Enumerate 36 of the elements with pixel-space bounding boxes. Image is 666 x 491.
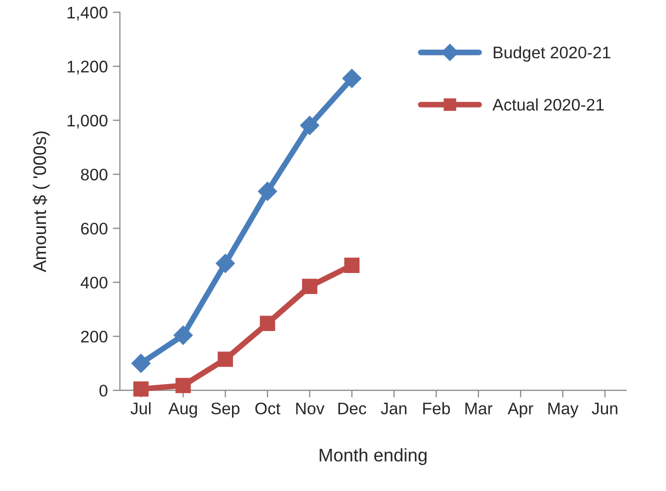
point bbox=[218, 352, 233, 367]
legend-label: Actual 2020-21 bbox=[492, 98, 604, 111]
x-tick-label: Feb bbox=[423, 402, 450, 414]
x-tick-label: Jan bbox=[380, 402, 406, 414]
x-tick-label: Jul bbox=[130, 402, 151, 414]
point bbox=[302, 278, 318, 294]
point bbox=[131, 354, 151, 373]
x-tick-label: Aug bbox=[168, 402, 197, 418]
point bbox=[174, 326, 193, 345]
x-tick-label: May bbox=[548, 402, 578, 418]
x-axis-title: Month ending bbox=[320, 448, 427, 466]
y-axis-title: Amount $ ( '000s) bbox=[32, 131, 50, 272]
y-tick-label: 1,200 bbox=[68, 60, 108, 74]
y-tick-label: 1,400 bbox=[68, 6, 108, 20]
legend-label: Budget 2020-21 bbox=[494, 46, 610, 62]
point bbox=[300, 116, 320, 135]
y-tick-label: 800 bbox=[80, 168, 108, 181]
x-tick-label: Sep bbox=[211, 402, 240, 418]
y-tick-label: 1,000 bbox=[68, 114, 108, 128]
point bbox=[216, 254, 235, 273]
point bbox=[342, 68, 362, 88]
point bbox=[258, 182, 278, 201]
x-tick-label: Oct bbox=[255, 402, 280, 414]
y-tick-label: 200 bbox=[81, 330, 108, 343]
x-tick-label: Nov bbox=[296, 402, 324, 414]
point bbox=[176, 378, 191, 394]
x-tick-label: Apr bbox=[508, 402, 534, 418]
y-tick-label: 600 bbox=[81, 222, 108, 235]
point bbox=[344, 258, 360, 273]
y-tick-label: 400 bbox=[80, 276, 108, 289]
y-tick-label: 0 bbox=[99, 384, 108, 397]
point bbox=[260, 316, 276, 332]
x-tick-label: Jun bbox=[592, 402, 618, 414]
x-tick-label: Dec bbox=[338, 402, 366, 414]
x-tick-label: Mar bbox=[465, 402, 492, 414]
point bbox=[133, 381, 149, 397]
